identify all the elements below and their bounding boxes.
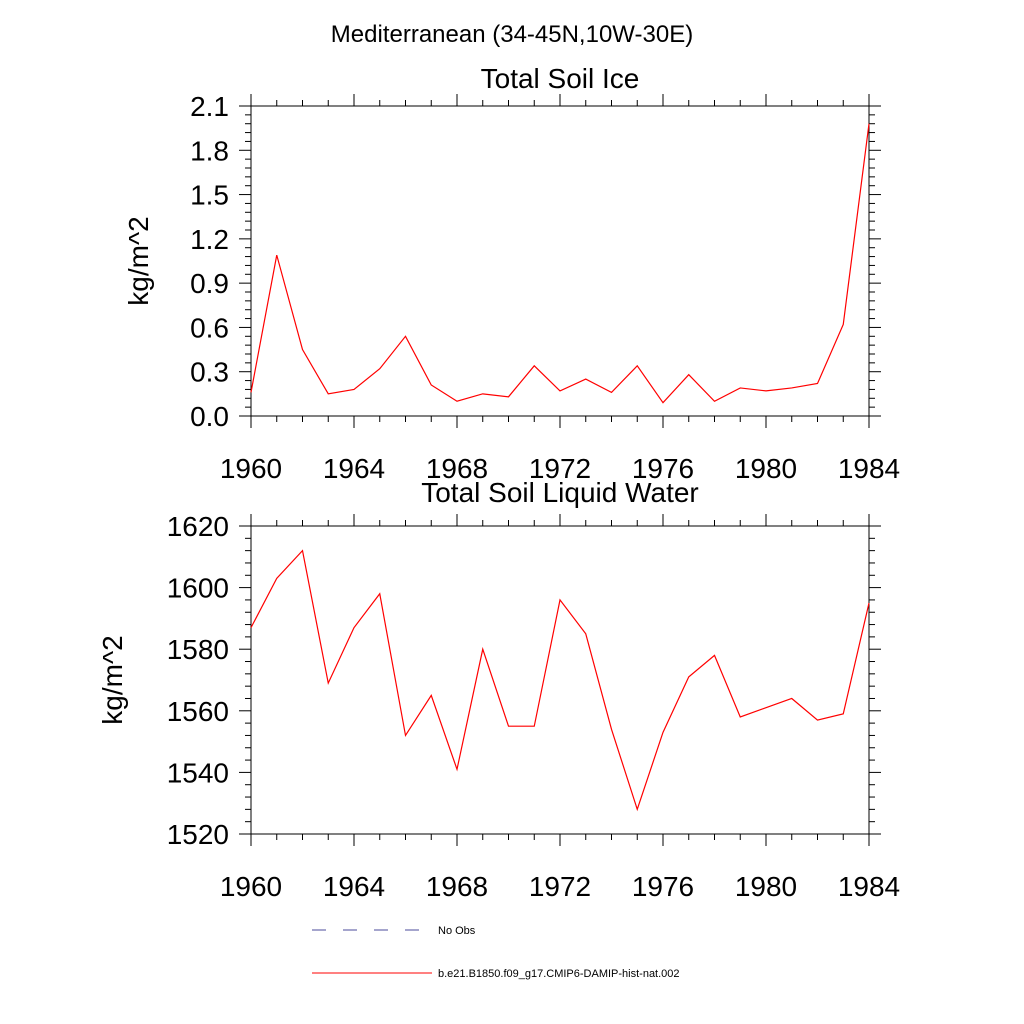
- x-tick-label: 1984: [838, 453, 900, 484]
- soil-ice-chart: Total Soil Ice kg/m^2 1960 1964 1968 1972 1976…: [123, 63, 900, 484]
- chart-title: Total Soil Ice: [481, 63, 640, 94]
- y-tick-label: 1.8: [190, 135, 229, 166]
- y-tick-label: 1620: [167, 511, 229, 542]
- soil-liquid-water-chart: Total Soil Liquid Water kg/m^2 1960 1964 196…: [97, 477, 900, 902]
- x-tick-label: 1968: [426, 453, 488, 484]
- x-tick-label: 1984: [838, 871, 900, 902]
- x-tick-label: 1972: [529, 871, 591, 902]
- y-axis-label: kg/m^2: [97, 635, 128, 724]
- plot-frame: [250, 105, 870, 417]
- y-tick-label: 1520: [167, 819, 229, 850]
- x-tick-label: 1972: [529, 453, 591, 484]
- y-tick-label: 1580: [167, 634, 229, 665]
- y-tick-label: 1600: [167, 573, 229, 604]
- y-tick-label: 1560: [167, 696, 229, 727]
- y-tick-label: 0.0: [190, 401, 229, 432]
- chart-title: Total Soil Liquid Water: [421, 477, 699, 508]
- x-tick-label: 1960: [220, 453, 282, 484]
- x-tick-label: 1980: [735, 871, 797, 902]
- y-tick-label: 0.9: [190, 268, 229, 299]
- x-tick-label: 1964: [323, 871, 385, 902]
- y-tick-label: 1.5: [190, 180, 229, 211]
- x-tick-label: 1980: [735, 453, 797, 484]
- page-title: Mediterranean (34-45N,10W-30E): [331, 21, 693, 48]
- y-tick-label: 0.3: [190, 357, 229, 388]
- plot-frame: [250, 525, 870, 835]
- y-tick-label: 1.2: [190, 224, 229, 255]
- series-line: [250, 549, 870, 812]
- legend: No Obs b.e21.B1850.f09_g17.CMIP6-DAMIP-h…: [312, 925, 680, 980]
- legend-label-no-obs: No Obs: [438, 925, 476, 937]
- x-tick-label: 1976: [632, 453, 694, 484]
- y-tick-label: 1540: [167, 757, 229, 788]
- x-tick-label: 1968: [426, 871, 488, 902]
- y-tick-label: 0.6: [190, 312, 229, 343]
- legend-label-model: b.e21.B1850.f09_g17.CMIP6-DAMIP-hist-nat…: [438, 968, 680, 980]
- y-axis-label: kg/m^2: [123, 216, 154, 305]
- series-line: [250, 123, 870, 404]
- y-tick-label: 2.1: [190, 91, 229, 122]
- x-tick-label: 1960: [220, 871, 282, 902]
- x-tick-label: 1976: [632, 871, 694, 902]
- x-tick-label: 1964: [323, 453, 385, 484]
